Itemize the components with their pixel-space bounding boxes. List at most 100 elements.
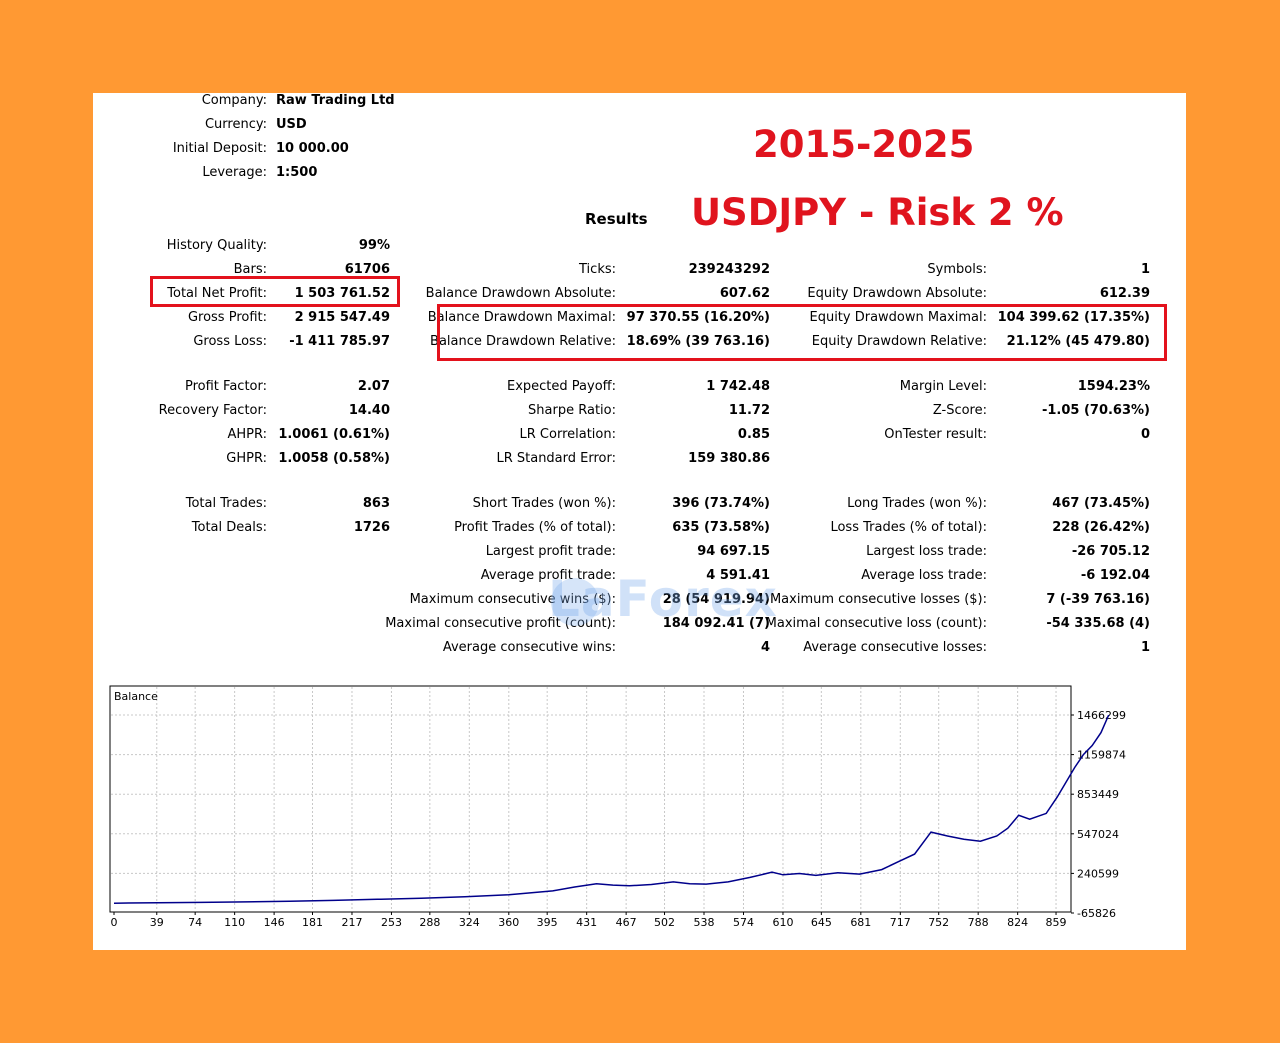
col1-value: 863	[362, 496, 390, 511]
col1-value: 1.0058 (0.58%)	[278, 451, 390, 466]
x-tick-label: 324	[459, 916, 480, 929]
col2-value: 97 370.55 (16.20%)	[626, 310, 770, 325]
col3-label: Z-Score:	[932, 403, 987, 418]
col2-value: 184 092.41 (7)	[662, 616, 770, 631]
col2-label: LR Standard Error:	[496, 451, 616, 466]
x-tick-label: 788	[968, 916, 989, 929]
col1-value: 61706	[344, 262, 390, 277]
header-label: Initial Deposit:	[172, 141, 267, 156]
balance-line	[113, 714, 1110, 904]
report-panel: Company: Raw Trading Ltd Currency: USD Initi…	[93, 93, 1186, 950]
col3-label: Average loss trade:	[861, 568, 987, 583]
col2-label: Balance Drawdown Maximal:	[427, 310, 616, 325]
col1-label: AHPR:	[227, 427, 267, 442]
col2-value: 396 (73.74%)	[672, 496, 770, 511]
header-value: 1:500	[276, 165, 318, 180]
x-tick-label: 431	[576, 916, 597, 929]
col3-label: Maximum consecutive losses ($):	[769, 592, 987, 607]
col1-value: 1726	[353, 520, 390, 535]
highlight-drawdown-maximal-relative	[437, 304, 1167, 361]
x-tick-label: 39	[150, 916, 164, 929]
col3-value: 467 (73.45%)	[1052, 496, 1150, 511]
x-tick-label: 824	[1007, 916, 1028, 929]
strategy-title-overlay: USDJPY - Risk 2 %	[691, 191, 1064, 234]
col3-label: Symbols:	[927, 262, 987, 277]
col2-label: Profit Trades (% of total):	[454, 520, 616, 535]
col2-value: 0.85	[737, 427, 770, 442]
col2-label: Maximal consecutive profit (count):	[385, 616, 616, 631]
y-tick-label: 1159874	[1077, 749, 1126, 762]
y-tick-label: 1466299	[1077, 709, 1126, 722]
col2-value: 607.62	[719, 286, 770, 301]
balance-chart: 0 39 74 110 146 181 217 253 288 324 360 395 431 467 50…	[109, 685, 1126, 929]
col1-value: 2.07	[357, 379, 390, 394]
col3-value: -1.05 (70.63%)	[1041, 403, 1150, 418]
x-tick-label: 0	[111, 916, 118, 929]
col3-label: Equity Drawdown Relative:	[811, 334, 987, 349]
col3-value: 21.12% (45 479.80)	[1006, 334, 1150, 349]
col3-label: Largest loss trade:	[866, 544, 987, 559]
col2-value: 1 742.48	[706, 379, 770, 394]
x-tick-label: 395	[537, 916, 558, 929]
col2-value: 94 697.15	[697, 544, 770, 559]
col3-value: 1	[1140, 262, 1150, 277]
x-tick-label: 717	[890, 916, 911, 929]
col1-label: Recovery Factor:	[158, 403, 267, 418]
col2-value: 18.69% (39 763.16)	[626, 334, 770, 349]
header-label: Currency:	[204, 117, 267, 132]
watermark-logo-icon	[551, 578, 599, 626]
x-tick-label: 574	[733, 916, 754, 929]
col1-label: History Quality:	[166, 238, 267, 253]
col2-value: 28 (54 919.94)	[662, 592, 770, 607]
col2-label: Sharpe Ratio:	[528, 403, 616, 418]
x-tick-label: 146	[264, 916, 285, 929]
col2-label: Short Trades (won %):	[472, 496, 616, 511]
col2-label: Expected Payoff:	[507, 379, 616, 394]
col2-value: 635 (73.58%)	[672, 520, 770, 535]
y-tick-label: 547024	[1077, 828, 1119, 841]
period-overlay: 2015-2025	[753, 123, 975, 166]
chart-frame	[109, 685, 1072, 913]
col2-value: 4 591.41	[706, 568, 770, 583]
col2-label: Average consecutive wins:	[442, 640, 616, 655]
chart-title: Balance	[114, 690, 158, 703]
col2-label: Largest profit trade:	[485, 544, 616, 559]
col1-label: Total Net Profit:	[167, 286, 267, 301]
x-tick-label: 859	[1046, 916, 1067, 929]
col3-value: -6 192.04	[1080, 568, 1150, 583]
col3-value: 7 (-39 763.16)	[1046, 592, 1150, 607]
x-tick-label: 110	[224, 916, 245, 929]
x-tick-label: 467	[616, 916, 637, 929]
col3-label: Maximal consecutive loss (count):	[765, 616, 987, 631]
x-tick-label: 681	[850, 916, 871, 929]
x-tick-label: 181	[302, 916, 323, 929]
col2-value: 11.72	[728, 403, 770, 418]
x-tick-label: 217	[341, 916, 362, 929]
col2-label: Average profit trade:	[480, 568, 616, 583]
col3-label: Equity Drawdown Maximal:	[809, 310, 987, 325]
col3-value: 228 (26.42%)	[1052, 520, 1150, 535]
col3-value: 612.39	[1099, 286, 1150, 301]
y-tick-label: 240599	[1077, 867, 1119, 880]
col2-value: 239243292	[688, 262, 770, 277]
y-tick-label: 853449	[1077, 788, 1119, 801]
col2-label: Maximum consecutive wins ($):	[409, 592, 616, 607]
x-tick-label: 752	[928, 916, 949, 929]
x-tick-label: 645	[811, 916, 832, 929]
col3-value: 0	[1140, 427, 1150, 442]
col3-value: -54 335.68 (4)	[1046, 616, 1150, 631]
col3-label: Loss Trades (% of total):	[830, 520, 987, 535]
col1-label: GHPR:	[226, 451, 267, 466]
col3-value: 104 399.62 (17.35%)	[997, 310, 1150, 325]
col3-value: 1594.23%	[1077, 379, 1150, 394]
x-tick-label: 253	[381, 916, 402, 929]
col2-value: 159 380.86	[688, 451, 770, 466]
col1-label: Profit Factor:	[185, 379, 267, 394]
x-tick-label: 538	[694, 916, 715, 929]
col3-label: Equity Drawdown Absolute:	[807, 286, 987, 301]
col3-label: Average consecutive losses:	[803, 640, 987, 655]
col3-value: -26 705.12	[1071, 544, 1150, 559]
col2-label: LR Correlation:	[519, 427, 616, 442]
col2-label: Balance Drawdown Absolute:	[425, 286, 616, 301]
col1-value: 1 503 761.52	[294, 286, 390, 301]
